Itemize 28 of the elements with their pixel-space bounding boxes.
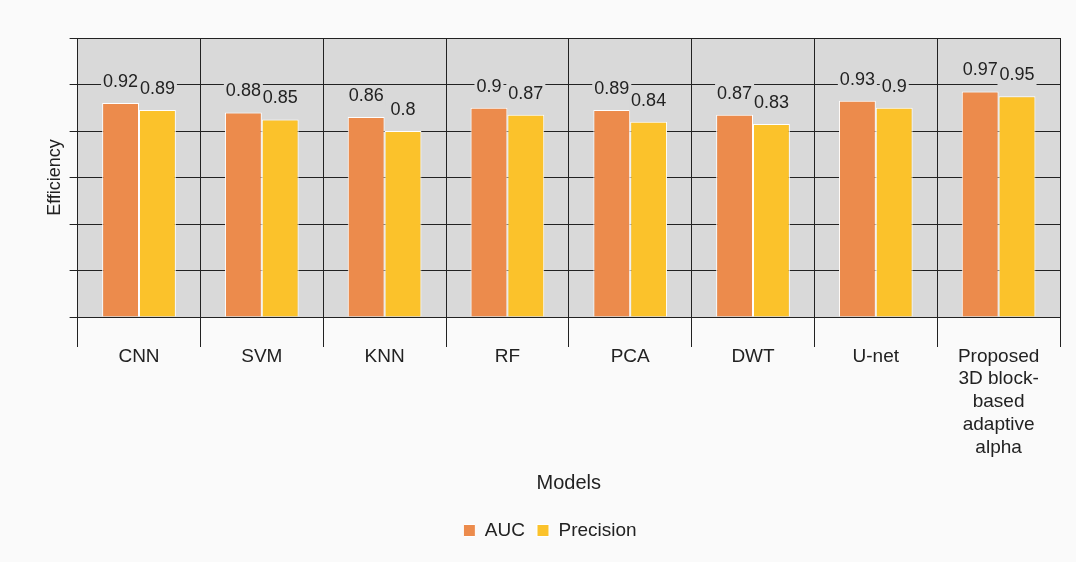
x-tick-label: KNN — [364, 344, 405, 366]
data-label: 0.89 — [594, 78, 630, 99]
x-tick-label: Proposed 3D block-based adaptive alpha — [957, 344, 1040, 457]
data-label: 0.87 — [508, 82, 544, 103]
legend-label: AUC — [484, 518, 525, 540]
data-label: 0.84 — [631, 89, 667, 110]
data-label: 0.8 — [390, 98, 416, 119]
x-tick-label: SVM — [241, 344, 283, 366]
data-label: 0.86 — [348, 85, 384, 106]
data-label: 0.92 — [103, 71, 139, 92]
y-axis-title: Efficiency — [43, 139, 64, 216]
data-label: 0.83 — [753, 91, 789, 112]
data-label: 0.88 — [225, 80, 261, 101]
data-label: 0.87 — [717, 82, 753, 103]
data-label: 0.85 — [262, 87, 298, 108]
legend-label: Precision — [558, 518, 637, 540]
data-label: 0.89 — [139, 78, 175, 99]
x-axis-title: Models — [536, 470, 602, 493]
data-label: 0.97 — [962, 59, 998, 80]
x-tick-label: PCA — [610, 344, 651, 366]
data-label: 0.93 — [839, 68, 875, 89]
data-label: 0.9 — [881, 75, 907, 96]
x-tick-label: U-net — [852, 344, 900, 366]
x-tick-label: RF — [494, 344, 521, 366]
data-label: 0.95 — [999, 64, 1035, 85]
x-tick-label: CNN — [118, 344, 160, 366]
x-tick-label: DWT — [731, 344, 776, 366]
data-label: 0.9 — [476, 75, 502, 96]
